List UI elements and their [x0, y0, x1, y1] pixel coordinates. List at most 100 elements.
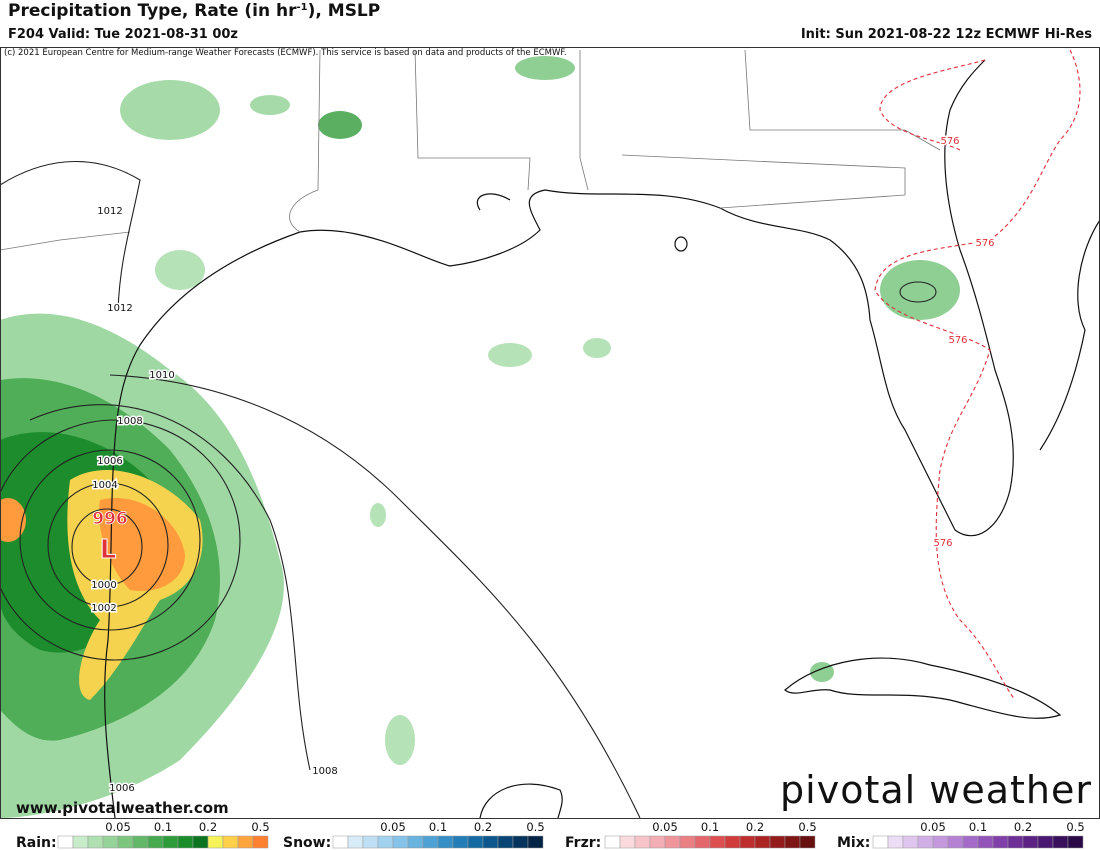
legend-swatch	[407, 835, 424, 849]
legend-swatch	[664, 835, 681, 849]
thickness-label: 576	[940, 136, 959, 147]
legend-swatch	[649, 835, 666, 849]
legend-swatch	[619, 835, 636, 849]
isobar-label: 1006	[97, 456, 122, 467]
border	[744, 49, 941, 151]
isobar-label: 1008	[312, 766, 337, 777]
legend-swatch	[222, 835, 239, 849]
legend-swatch	[902, 835, 919, 849]
rain-area	[318, 111, 362, 139]
legend-swatch	[72, 835, 89, 849]
legend-tick: 0.5	[526, 820, 544, 834]
thickness-label: 576	[975, 238, 994, 249]
legend-swatch	[679, 835, 696, 849]
legend-tick: 0.2	[199, 820, 217, 834]
legend-swatch	[57, 835, 74, 849]
legend-name: Rain:	[16, 835, 57, 850]
isobar-label: 1004	[92, 480, 117, 491]
legend-tick: 0.1	[429, 820, 447, 834]
legend-swatch	[377, 835, 394, 849]
thickness-label: 576	[933, 538, 952, 549]
legend-swatch	[332, 835, 349, 849]
legend-tick: 0.1	[701, 820, 719, 834]
legend-swatch	[467, 835, 484, 849]
website: www.pivotalweather.com	[16, 799, 229, 817]
legend-swatch	[422, 835, 439, 849]
legend: Rain: 0.05 0.1 0.2 0.5 Snow: 0.05 0.1 0.2 0.5 Frzr…	[16, 820, 1085, 850]
legend-swatch	[392, 835, 409, 849]
legend-tick: 0.05	[920, 820, 946, 834]
legend-tick: 0.05	[652, 820, 678, 834]
legend-swatch	[604, 835, 621, 849]
legend-swatch	[437, 835, 454, 849]
legend-swatch	[117, 835, 134, 849]
coastlines	[104, 59, 1100, 819]
coastline	[476, 193, 511, 211]
thickness-lines	[874, 49, 1081, 701]
legend-swatch	[769, 835, 786, 849]
legend-swatch	[947, 835, 964, 849]
thickness-label: 576	[948, 335, 967, 346]
legend-name: Frzr:	[565, 835, 601, 850]
legend-swatch	[482, 835, 499, 849]
isobar	[0, 419, 241, 661]
legend-swatch	[977, 835, 994, 849]
legend-swatch	[932, 835, 949, 849]
map-labels: 1012 1012 1010 1008 1006 1004 1000 1002 …	[90, 135, 996, 796]
legend-swatch	[452, 835, 469, 849]
isobars	[0, 161, 937, 819]
legend-swatch	[147, 835, 164, 849]
legend-swatch	[132, 835, 149, 849]
legend-swatch	[887, 835, 904, 849]
legend-swatch	[739, 835, 756, 849]
legend-swatch	[709, 835, 726, 849]
legend-swatch	[207, 835, 224, 849]
map: 1012 1012 1010 1008 1006 1004 1000 1002 …	[0, 47, 1100, 819]
legend-tick: 0.1	[154, 820, 172, 834]
legend-swatch	[347, 835, 364, 849]
legend-swatch	[694, 835, 711, 849]
legend-swatch	[1037, 835, 1054, 849]
legend-swatch	[252, 835, 269, 849]
border	[579, 50, 589, 191]
legend-swatch	[237, 835, 254, 849]
isobar	[899, 281, 937, 303]
isobar	[47, 482, 169, 608]
rain-area	[385, 715, 415, 765]
legend-swatch	[102, 835, 119, 849]
coastline	[784, 657, 1062, 719]
legend-swatch	[917, 835, 934, 849]
legend-name: Snow:	[283, 835, 331, 850]
isobar	[19, 449, 201, 631]
isobar-label: 1012	[107, 303, 132, 314]
low-symbol: L	[100, 535, 117, 565]
legend-tick: 0.5	[251, 820, 269, 834]
legend-tick: 0.1	[969, 820, 987, 834]
rain-area	[488, 343, 532, 367]
legend-swatch	[497, 835, 514, 849]
isobar-label: 1006	[109, 783, 134, 794]
borders	[0, 49, 941, 251]
copyright: (c) 2021 European Centre for Medium-rang…	[4, 48, 567, 58]
legend-swatch	[992, 835, 1009, 849]
lake	[674, 236, 688, 252]
coastline	[479, 783, 563, 819]
title-text: ), MSLP	[308, 1, 381, 21]
legend-tick: 0.05	[105, 820, 131, 834]
legend-tick: 0.5	[1066, 820, 1084, 834]
legend-tick: 0.2	[746, 820, 764, 834]
rain-area	[515, 56, 575, 80]
border	[289, 49, 321, 233]
isobar-label: 1012	[97, 206, 122, 217]
isobar	[109, 374, 641, 819]
rain-area	[120, 80, 220, 140]
legend-tick: 0.2	[1014, 820, 1032, 834]
legend-swatch	[724, 835, 741, 849]
title: Precipitation Type, Rate (in hr-1), MSLP	[8, 1, 380, 21]
legend-swatch	[754, 835, 771, 849]
legend-swatch	[1067, 835, 1084, 849]
border	[621, 154, 906, 209]
isobar-label: 1010	[149, 370, 174, 381]
legend-swatch	[162, 835, 179, 849]
